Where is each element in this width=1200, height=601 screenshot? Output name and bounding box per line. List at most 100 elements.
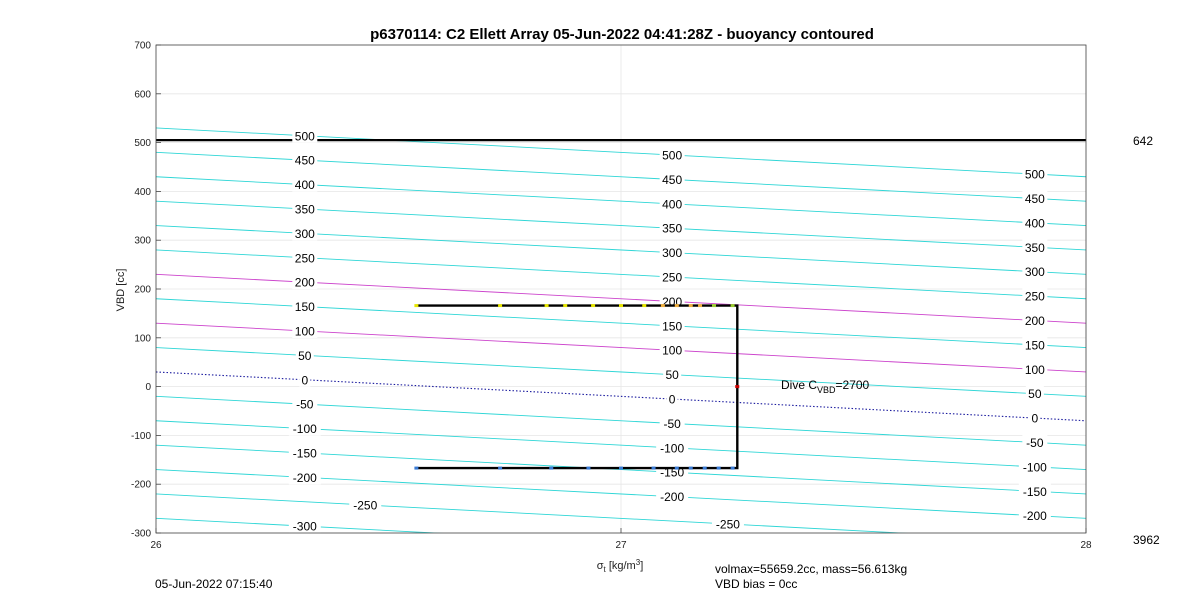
contour-label-bg xyxy=(299,371,311,387)
contour-label-bg xyxy=(659,171,685,187)
dive-marker xyxy=(414,304,419,308)
contour-label-bg xyxy=(659,342,685,358)
contour-label: 400 xyxy=(295,178,315,192)
contour-label: 100 xyxy=(662,344,682,358)
x-axis-ticks: 26 27 28 xyxy=(150,528,1092,551)
dive-marker xyxy=(414,466,419,470)
contour-label: 200 xyxy=(1025,314,1045,328)
contour-label-bg xyxy=(659,244,685,260)
contour-label-bg xyxy=(1022,312,1048,328)
contour-label-bg xyxy=(1025,385,1044,401)
contour-label: 0 xyxy=(301,373,308,387)
contour-label: -50 xyxy=(296,398,314,412)
x-axis-label: σt [kg/m3] xyxy=(597,558,644,574)
dive-marker xyxy=(563,304,568,308)
contour-label-bg xyxy=(659,317,685,333)
dive-markers xyxy=(414,304,740,470)
dive-marker xyxy=(716,466,721,470)
contour-label-bg xyxy=(1022,263,1048,279)
contour-label-bg xyxy=(656,488,689,504)
contour-label: -200 xyxy=(1023,509,1047,523)
right-label-bottom: 3962 xyxy=(1133,533,1160,547)
contour-label: -300 xyxy=(293,520,317,534)
y-tick-label: 200 xyxy=(134,285,151,296)
contour-label-bg xyxy=(292,322,318,338)
contour-label: 350 xyxy=(295,202,315,216)
dive-marker xyxy=(674,466,679,470)
dive-marker xyxy=(730,304,735,308)
dive-marker xyxy=(586,466,591,470)
contour-label: 0 xyxy=(1032,412,1039,426)
contour-line xyxy=(156,371,1086,422)
y-tick-label: -300 xyxy=(131,529,151,540)
y-tick-label: 700 xyxy=(134,41,151,52)
contour-label-bg xyxy=(292,176,318,192)
y-tick-label: -100 xyxy=(131,431,151,442)
y-tick-label: 0 xyxy=(145,382,151,393)
contour-label-bg xyxy=(288,444,321,460)
dive-marker xyxy=(619,304,623,308)
y-tick-label: -200 xyxy=(131,480,151,491)
x-tick-label: 27 xyxy=(615,540,627,551)
contour-label: 150 xyxy=(1025,338,1045,352)
dive-marker xyxy=(688,304,693,308)
contour-label: 150 xyxy=(662,319,682,333)
contour-label-bg xyxy=(656,439,689,455)
contour-label-bg xyxy=(666,391,678,407)
contour-label-bg xyxy=(659,269,685,285)
dive-marker xyxy=(591,304,596,308)
contour-label: 250 xyxy=(1025,290,1045,304)
dive-marker xyxy=(674,304,679,308)
contour-label: 450 xyxy=(295,154,315,168)
contour-label: 100 xyxy=(295,324,315,338)
dive-marker xyxy=(544,304,549,308)
contour-label-bg xyxy=(292,152,318,168)
contour-label: -150 xyxy=(293,446,317,460)
contour-label-bg xyxy=(295,347,314,363)
contour-label: 200 xyxy=(662,295,682,309)
contour-label: -100 xyxy=(660,441,684,455)
contour-label: -250 xyxy=(716,517,740,531)
x-tick-label: 28 xyxy=(1080,540,1092,551)
contour-label: -150 xyxy=(1023,485,1047,499)
dive-marker xyxy=(660,304,665,308)
dive-marker xyxy=(642,304,647,308)
contour-labels: 500450400350300250200150100500-50-100-15… xyxy=(288,127,1051,534)
contour-label-bg xyxy=(1018,458,1051,474)
contour-label-bg xyxy=(292,127,318,143)
contour-label: 200 xyxy=(295,276,315,290)
contour-label: 50 xyxy=(298,349,312,363)
contour-label-bg xyxy=(1022,361,1048,377)
dive-marker xyxy=(730,466,735,470)
contour-label-bg xyxy=(1029,410,1041,426)
contour-label-bg xyxy=(1022,190,1048,206)
dive-marker xyxy=(619,466,623,470)
contour-label: 300 xyxy=(295,227,315,241)
dive-marker xyxy=(712,304,716,308)
dive-marker xyxy=(498,304,503,308)
dive-cvbd-label: Dive CVBD=2700 xyxy=(781,378,870,395)
dive-marker xyxy=(549,466,554,470)
contour-label: -100 xyxy=(1023,460,1047,474)
contour-label-bg xyxy=(288,469,321,485)
contour-label: 500 xyxy=(1025,168,1045,182)
contour-label-bg xyxy=(1022,166,1048,182)
dive-marker xyxy=(698,304,703,308)
dive-marker xyxy=(735,385,740,389)
chart-title: p6370114: C2 Ellett Array 05-Jun-2022 04… xyxy=(370,26,874,43)
contour-label: 100 xyxy=(1025,363,1045,377)
contour-label: 400 xyxy=(1025,216,1045,230)
contour-label-bg xyxy=(1018,507,1051,523)
contour-label-bg xyxy=(659,415,685,431)
contour-label: 250 xyxy=(662,271,682,285)
y-axis-ticks: 700 600 500 400 300 200 100 0 -100 -200 -300 xyxy=(131,41,161,540)
contour-label-bg xyxy=(349,496,382,512)
dive-marker xyxy=(702,466,707,470)
y-tick-label: 300 xyxy=(134,236,151,247)
contour-label-bg xyxy=(659,195,685,211)
contour-label-bg xyxy=(1022,336,1048,352)
x-tick-label: 26 xyxy=(150,540,162,551)
contour-label-bg xyxy=(292,200,318,216)
y-tick-label: 500 xyxy=(134,138,151,149)
